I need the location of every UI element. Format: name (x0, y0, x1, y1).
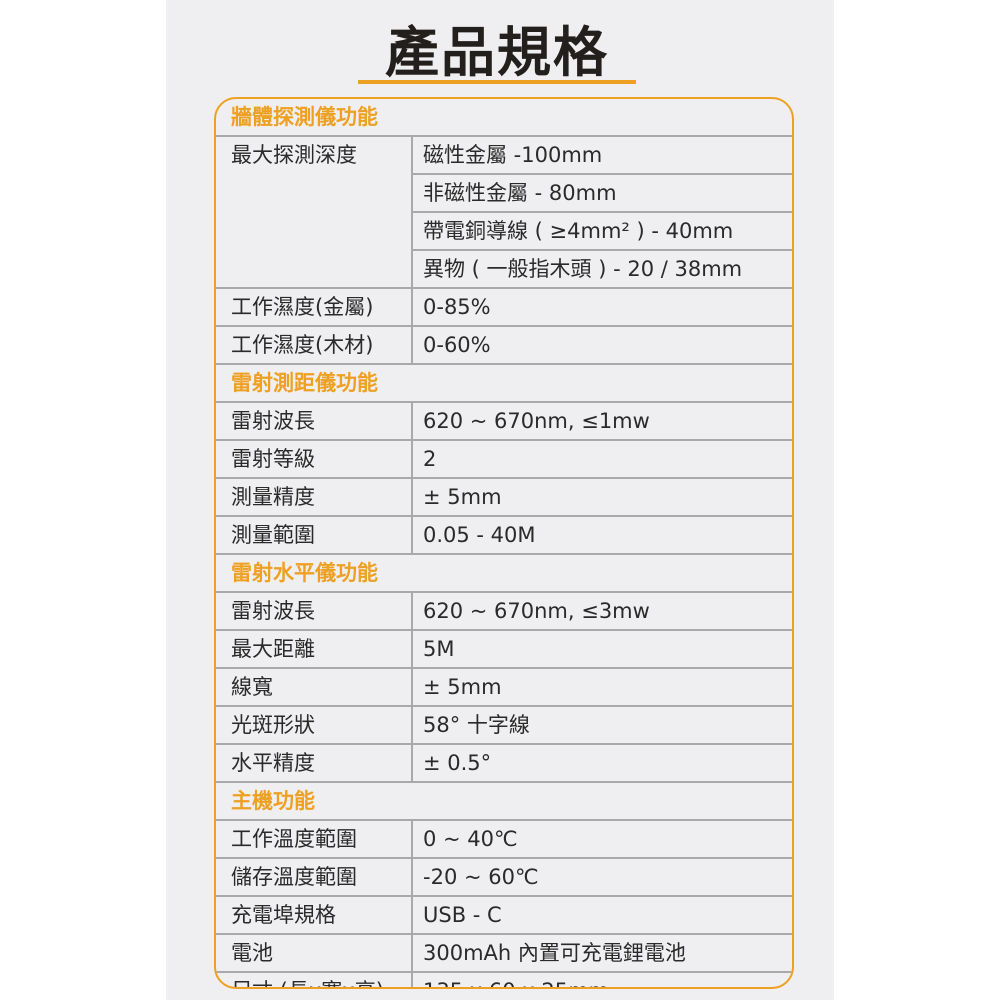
spec-label: 雷射波長 (216, 401, 413, 440)
spec-label: 最大探測深度 (216, 135, 413, 288)
section-heading: 雷射水平儀功能 (216, 553, 792, 592)
spec-row: 工作濕度(金屬) 0-85% (216, 287, 792, 326)
spec-row: 雷射波長 620 ~ 670nm, ≤3mw (216, 591, 792, 630)
spec-label: 最大距離 (216, 629, 413, 668)
spec-row: 最大距離 5M (216, 629, 792, 668)
spec-label: 線寬 (216, 667, 413, 706)
spec-table: 牆體探測儀功能最大探測深度 磁性金屬 -100mm 非磁性金屬 - 80mm 帶電銅導… (214, 97, 794, 989)
spec-value: 135 x 60 x 25mm (412, 971, 792, 987)
section-heading-row: 雷射測距儀功能 (216, 363, 792, 402)
spec-row: 最大探測深度 磁性金屬 -100mm (216, 135, 792, 288)
spec-row: 異物 ( 一般指木頭 ) - 20 / 38mm (216, 249, 792, 288)
spec-value: 0 ~ 40℃ (412, 819, 792, 858)
spec-value: 異物 ( 一般指木頭 ) - 20 / 38mm (412, 249, 792, 288)
spec-row: 儲存溫度範圍 -20 ~ 60℃ (216, 857, 792, 896)
spec-label: 光斑形狀 (216, 705, 413, 744)
spec-value: -20 ~ 60℃ (412, 857, 792, 896)
spec-value: 0.05 - 40M (412, 515, 792, 554)
spec-row: 帶電銅導線 ( ≥4mm² ) - 40mm (216, 211, 792, 250)
spec-value: USB - C (412, 895, 792, 934)
spec-label: 測量範圍 (216, 515, 413, 554)
spec-value: ± 5mm (412, 477, 792, 516)
spec-value: ± 0.5° (412, 743, 792, 782)
spec-row: 充電埠規格 USB - C (216, 895, 792, 934)
spec-value: 0-85% (412, 287, 792, 326)
spec-label: 尺寸 (長x寬x高) (216, 971, 413, 987)
spec-label: 測量精度 (216, 477, 413, 516)
spec-value: 58° 十字線 (412, 705, 792, 744)
spec-row: 水平精度 ± 0.5° (216, 743, 792, 782)
spec-value: 620 ~ 670nm, ≤1mw (412, 401, 792, 440)
spec-value: 非磁性金屬 - 80mm (412, 173, 792, 212)
spec-row: 雷射波長 620 ~ 670nm, ≤1mw (216, 401, 792, 440)
section-heading-row: 牆體探測儀功能 (216, 99, 792, 136)
spec-label: 電池 (216, 933, 413, 972)
section-heading: 主機功能 (216, 781, 792, 820)
spec-label: 水平精度 (216, 743, 413, 782)
spec-value: 0-60% (412, 325, 792, 364)
section-heading-row: 雷射水平儀功能 (216, 553, 792, 592)
spec-label: 雷射波長 (216, 591, 413, 630)
spec-value: ± 5mm (412, 667, 792, 706)
spec-row: 非磁性金屬 - 80mm (216, 173, 792, 212)
spec-row: 工作溫度範圍 0 ~ 40℃ (216, 819, 792, 858)
spec-value: 5M (412, 629, 792, 668)
spec-value: 2 (412, 439, 792, 478)
spec-value: 帶電銅導線 ( ≥4mm² ) - 40mm (412, 211, 792, 250)
spec-label: 儲存溫度範圍 (216, 857, 413, 896)
spec-value: 300mAh 內置可充電鋰電池 (412, 933, 792, 972)
spec-row: 測量精度 ± 5mm (216, 477, 792, 516)
spec-label: 充電埠規格 (216, 895, 413, 934)
title-underline (358, 80, 636, 84)
spec-label: 工作濕度(木材) (216, 325, 413, 364)
spec-value: 磁性金屬 -100mm (412, 135, 792, 174)
spec-row: 電池 300mAh 內置可充電鋰電池 (216, 933, 792, 972)
spec-row: 測量範圍 0.05 - 40M (216, 515, 792, 554)
spec-row: 尺寸 (長x寬x高)135 x 60 x 25mm (216, 971, 792, 987)
spec-label: 工作濕度(金屬) (216, 287, 413, 326)
spec-row: 線寬 ± 5mm (216, 667, 792, 706)
spec-row: 工作濕度(木材) 0-60% (216, 325, 792, 364)
section-heading-row: 主機功能 (216, 781, 792, 820)
spec-label: 工作溫度範圍 (216, 819, 413, 858)
spec-row: 雷射等級 2 (216, 439, 792, 478)
section-heading: 雷射測距儀功能 (216, 363, 792, 402)
page-title: 產品規格 (385, 21, 609, 84)
spec-value: 620 ~ 670nm, ≤3mw (412, 591, 792, 630)
spec-row: 光斑形狀 58° 十字線 (216, 705, 792, 744)
spec-label: 雷射等級 (216, 439, 413, 478)
section-heading: 牆體探測儀功能 (231, 105, 378, 129)
